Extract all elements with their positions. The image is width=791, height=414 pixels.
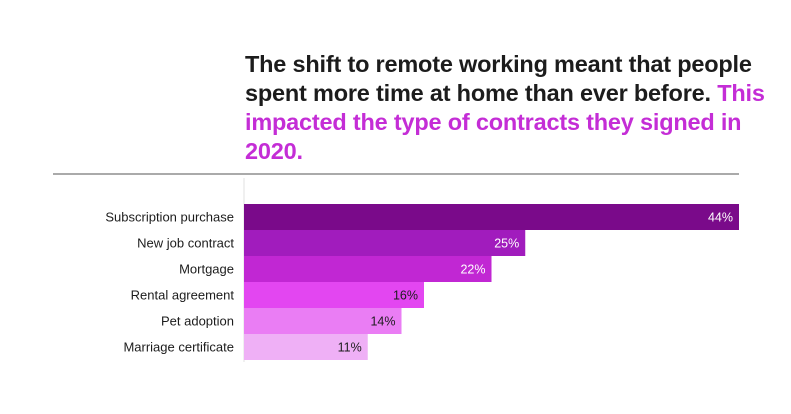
value-label: 44% bbox=[708, 211, 733, 225]
bar bbox=[244, 308, 402, 334]
value-label: 25% bbox=[494, 237, 519, 251]
category-label: Marriage certificate bbox=[123, 340, 234, 355]
bars-group: Subscription purchase 44% New job contract… bbox=[105, 204, 739, 360]
category-label: Subscription purchase bbox=[105, 210, 234, 225]
chart-title-main: The shift to remote working meant that p… bbox=[245, 51, 752, 106]
bar bbox=[244, 334, 368, 360]
category-label: New job contract bbox=[137, 236, 234, 251]
category-label: Pet adoption bbox=[161, 314, 234, 329]
bar bbox=[244, 256, 492, 282]
value-label: 16% bbox=[393, 289, 418, 303]
chart-title: The shift to remote working meant that p… bbox=[245, 50, 765, 166]
value-label: 14% bbox=[370, 315, 395, 329]
chart-title-accent: This impacted the type of contracts they… bbox=[245, 80, 765, 164]
category-label: Rental agreement bbox=[131, 288, 235, 303]
value-label: 11% bbox=[338, 341, 362, 355]
bar bbox=[244, 282, 424, 308]
bar bbox=[244, 204, 739, 230]
bar bbox=[244, 230, 526, 256]
category-label: Mortgage bbox=[179, 262, 234, 277]
value-label: 22% bbox=[460, 263, 485, 277]
